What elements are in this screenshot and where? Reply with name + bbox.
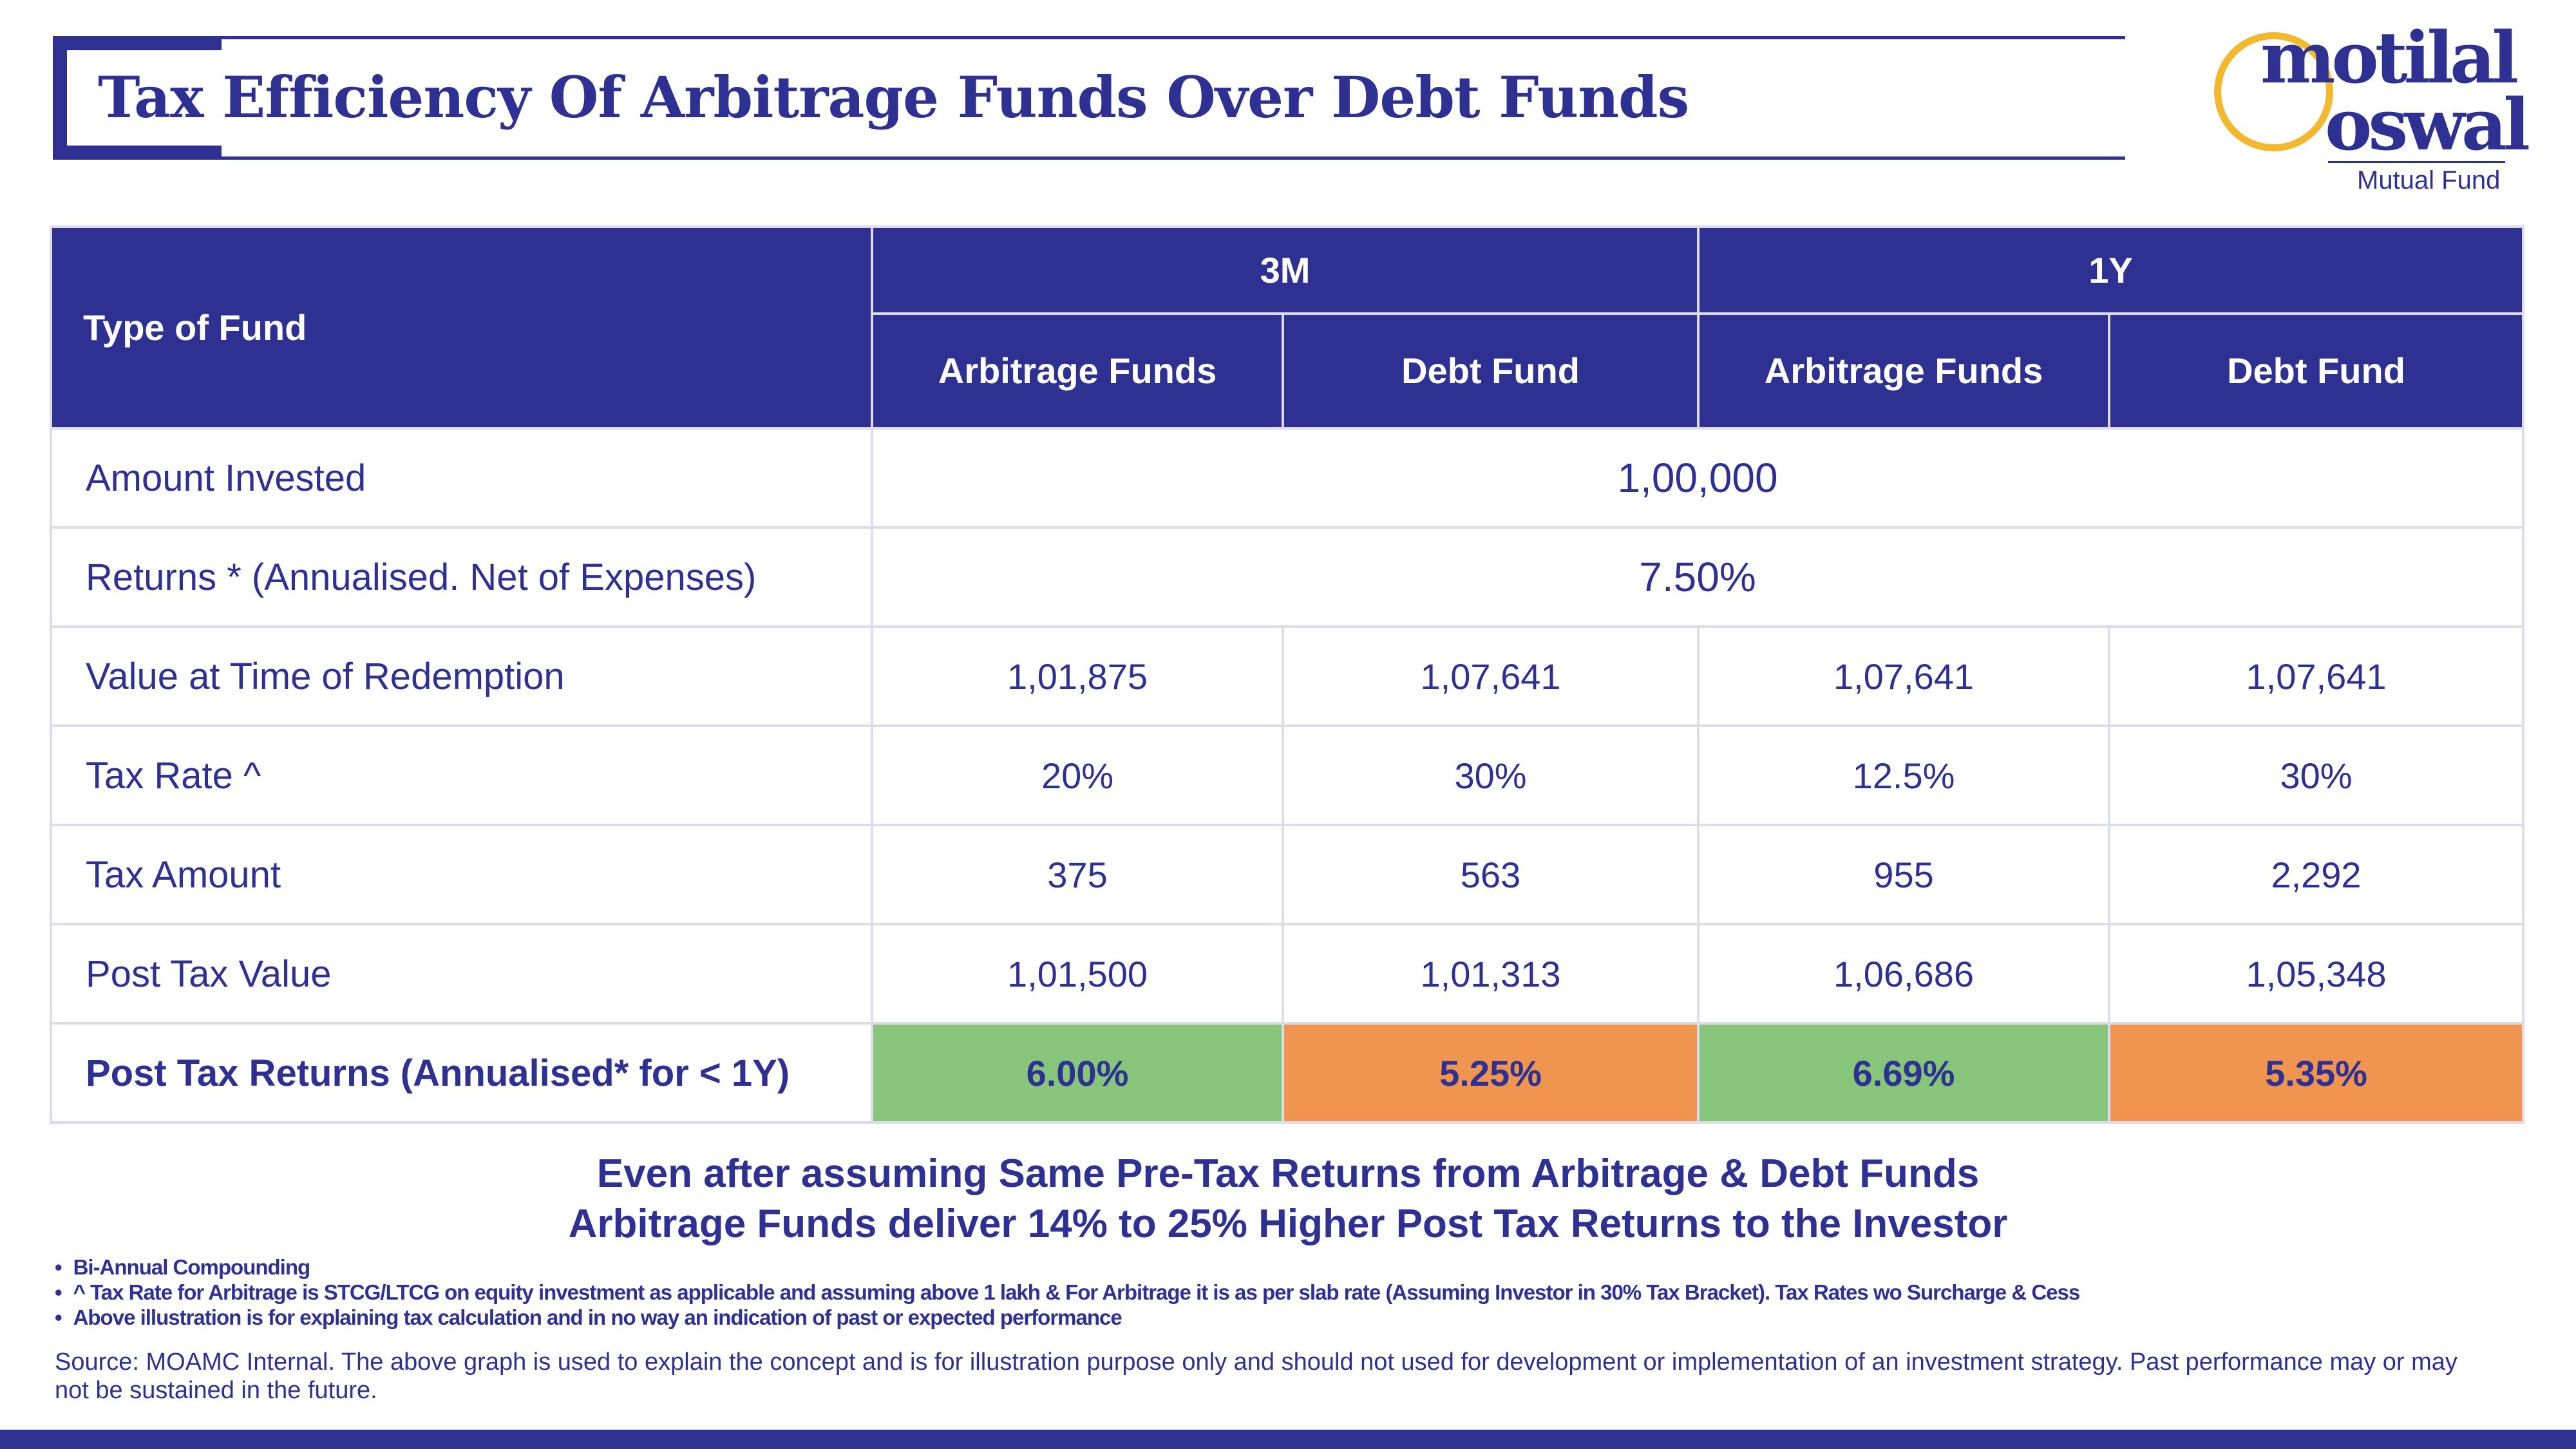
- table-row: Tax Rate ^ 20% 30% 12.5% 30%: [50, 724, 2525, 826]
- table-row: Value at Time of Redemption 1,01,875 1,0…: [50, 625, 2525, 727]
- title-bracket: [53, 36, 222, 160]
- header-row-periods: Type of Fund 3M 1Y: [50, 225, 2525, 430]
- cell: 375: [871, 824, 1284, 925]
- cell: 1,07,641: [1281, 625, 1700, 727]
- title-frame-line: [193, 36, 2125, 160]
- column-header: Arbitrage Funds: [871, 312, 1284, 430]
- footnote: Above illustration is for explaining tax…: [55, 1305, 2553, 1330]
- logo-divider: [2328, 161, 2505, 163]
- callout-line-1: Even after assuming Same Pre-Tax Returns…: [596, 1151, 1980, 1196]
- table-row: Returns * (Annualised. Net of Expenses) …: [50, 526, 2525, 628]
- cell: 1,05,348: [2108, 923, 2525, 1025]
- tax-comparison-table: Type of Fund 3M 1Y Arbitrage Funds Debt …: [50, 225, 2525, 1124]
- row-label: Tax Rate ^: [50, 724, 873, 826]
- type-of-fund-header: Type of Fund: [50, 225, 873, 430]
- cell: 2,292: [2108, 824, 2525, 925]
- cell: 1,01,313: [1281, 923, 1700, 1025]
- cell: 1,06,686: [1697, 923, 2111, 1025]
- table-row: Amount Invested 1,00,000: [50, 427, 2525, 529]
- cell: 20%: [871, 724, 1284, 826]
- period-header-3m: 3M: [870, 225, 1700, 315]
- header-row-funds: Arbitrage Funds Debt Fund Arbitrage Fund…: [51, 312, 2525, 430]
- footnote: ^ Tax Rate for Arbitrage is STCG/LTCG on…: [55, 1280, 2553, 1305]
- title-background: [84, 52, 1501, 145]
- cell: 1,01,875: [871, 625, 1284, 727]
- highlight-cell-orange: 5.25%: [1281, 1022, 1700, 1124]
- source-disclaimer: Source: MOAMC Internal. The above graph …: [55, 1349, 2458, 1404]
- cell: 30%: [2108, 724, 2525, 826]
- logo-text-motilal: motilal: [2260, 16, 2519, 99]
- column-header: Debt Fund: [2108, 312, 2525, 430]
- table-row: Tax Amount 375 563 955 2,292: [50, 824, 2525, 925]
- cell: 955: [1697, 824, 2111, 925]
- cell: 1,01,500: [871, 923, 1284, 1025]
- table-row: Post Tax Value 1,01,500 1,01,313 1,06,68…: [50, 923, 2525, 1025]
- callout-line-2: Arbitrage Funds deliver 14% to 25% Highe…: [568, 1202, 2008, 1246]
- column-header: Arbitrage Funds: [1697, 312, 2111, 430]
- bottom-bar: [0, 1430, 2576, 1449]
- highlight-cell-orange: 5.35%: [2108, 1022, 2525, 1124]
- amount-invested-value: 1,00,000: [870, 427, 2525, 529]
- row-label: Amount Invested: [50, 427, 873, 529]
- post-tax-returns-row: Post Tax Returns (Annualised* for < 1Y) …: [50, 1022, 2525, 1124]
- cell: 30%: [1281, 724, 1700, 826]
- logo-text-oswal: oswal: [2325, 83, 2530, 166]
- footnotes: Bi-Annual Compounding ^ Tax Rate for Arb…: [55, 1255, 2553, 1330]
- highlight-cell-green: 6.00%: [871, 1022, 1284, 1124]
- row-label: Post Tax Returns (Annualised* for < 1Y): [50, 1022, 873, 1124]
- logo-ring-icon: [2214, 32, 2333, 151]
- cell: 1,07,641: [1697, 625, 2111, 727]
- column-header: Debt Fund: [1281, 312, 1700, 430]
- row-label: Returns * (Annualised. Net of Expenses): [50, 526, 873, 628]
- highlight-cell-green: 6.69%: [1697, 1022, 2111, 1124]
- returns-value: 7.50%: [870, 526, 2525, 628]
- row-label: Tax Amount: [50, 824, 873, 925]
- footnote: Bi-Annual Compounding: [55, 1255, 2553, 1280]
- logo-text-mutual-fund: Mutual Fund: [2357, 166, 2501, 194]
- cell: 12.5%: [1697, 724, 2111, 826]
- row-label: Value at Time of Redemption: [50, 625, 873, 727]
- row-label: Post Tax Value: [50, 923, 873, 1025]
- motilal-oswal-logo: motilal oswal Mutual Fund: [2209, 16, 2544, 200]
- cell: 563: [1281, 824, 1700, 925]
- cell: 1,07,641: [2108, 625, 2525, 727]
- page-title: Tax Efficiency Of Arbitrage Funds Over D…: [98, 64, 1689, 131]
- period-header-1y: 1Y: [1697, 225, 2525, 315]
